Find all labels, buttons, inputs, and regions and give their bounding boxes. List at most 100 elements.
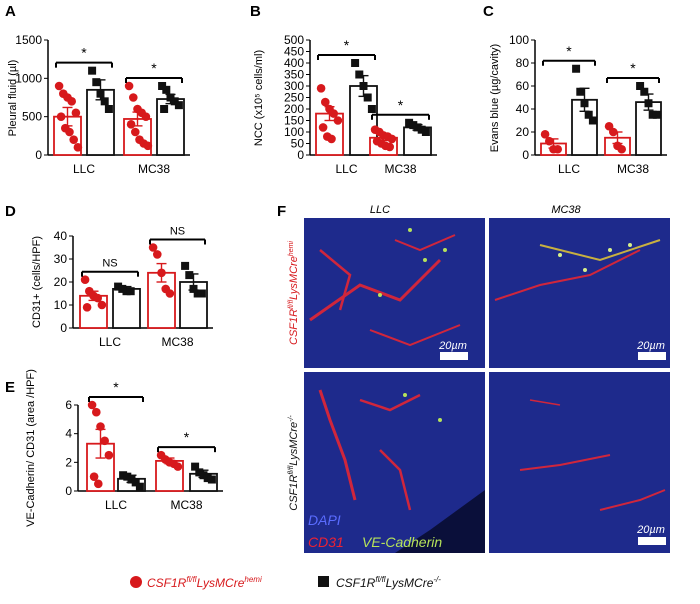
y-axis-label: Pleural fluid (µl) <box>7 60 19 137</box>
data-point <box>160 105 169 113</box>
y-tick-label: 0 <box>60 321 67 335</box>
data-point <box>553 144 562 154</box>
y-tick-label: 2 <box>65 455 72 469</box>
data-point <box>636 82 645 90</box>
data-point <box>73 143 83 152</box>
y-tick-label: 100 <box>509 33 529 47</box>
micro-row2-label: CSF1Rfl/flLysMCre-/- <box>288 415 300 511</box>
y-tick-label: 0 <box>35 148 42 162</box>
y-tick-label: 200 <box>284 102 304 116</box>
chart-d: 0 10 20 30 40 CD31+ (cells/HPF) LLC NS MC38 NS <box>31 226 213 349</box>
data-point <box>189 284 198 293</box>
panel-letter-e: E <box>5 379 15 396</box>
data-point <box>318 123 328 132</box>
legend-marker-ko <box>318 576 329 587</box>
data-point <box>191 462 200 471</box>
legend-marker-hemi <box>130 576 142 588</box>
significance-label: * <box>630 60 636 76</box>
data-point <box>195 468 204 477</box>
y-tick-label: 300 <box>284 79 304 93</box>
panel-letter-b: B <box>250 3 261 20</box>
y-tick-label: 250 <box>284 91 304 105</box>
data-point <box>329 109 339 118</box>
y-tick-label: 50 <box>291 137 305 151</box>
category-label: MC38 <box>384 162 416 176</box>
y-tick-label: 40 <box>54 229 68 243</box>
scale-bar-2: 20µm <box>636 340 666 360</box>
chart-a: 0 500 1000 1500 Pleural fluid (µl) LLC * MC38 * <box>7 33 190 176</box>
data-point <box>387 134 397 144</box>
significance-label: * <box>566 43 572 59</box>
data-point <box>158 82 167 90</box>
category-label: LLC <box>73 162 95 176</box>
data-point <box>131 127 140 137</box>
y-axis-label: NCC (x10⁵ cells/ml) <box>253 50 265 146</box>
significance-label: * <box>344 37 350 53</box>
data-point <box>162 85 171 94</box>
data-point <box>166 93 175 102</box>
data-point <box>580 99 589 108</box>
data-point <box>124 81 134 91</box>
data-point <box>157 268 166 278</box>
data-point <box>143 141 153 151</box>
data-point <box>644 99 653 108</box>
stain-dapi-label: DAPI <box>308 512 341 528</box>
y-tick-label: 30 <box>54 252 68 266</box>
micro-image-mc38-ko <box>489 372 670 553</box>
data-point <box>135 482 144 491</box>
data-point <box>367 105 376 113</box>
micro-image-llc-hemi <box>304 218 485 368</box>
category-label: MC38 <box>161 335 193 349</box>
data-point <box>104 450 114 460</box>
data-point <box>576 87 585 96</box>
data-point <box>174 101 183 110</box>
data-point <box>122 287 131 296</box>
significance-label: NS <box>102 258 117 270</box>
data-point <box>173 462 183 471</box>
data-point <box>170 97 179 106</box>
scale-bar-1: 20µm <box>438 340 468 360</box>
y-tick-label: 350 <box>284 68 304 82</box>
legend: CSF1Rfl/flLysMCrehemi CSF1Rfl/flLysMCre-… <box>130 575 441 590</box>
y-tick-label: 60 <box>516 79 530 93</box>
scale-bar-label: 20µm <box>636 524 665 536</box>
y-axis-label: VE-Cadherin/ CD31 (area /HPF) <box>25 369 37 527</box>
data-point <box>141 112 151 121</box>
data-point <box>118 284 127 293</box>
y-tick-label: 0 <box>522 148 529 162</box>
y-tick-label: 80 <box>516 56 530 70</box>
panel-letter-c: C <box>483 3 494 20</box>
data-point <box>104 105 113 113</box>
stain-cd31-label: CD31 <box>308 534 344 550</box>
data-point <box>648 110 657 119</box>
data-point <box>126 120 136 129</box>
data-point <box>80 275 90 285</box>
data-point <box>421 128 430 136</box>
data-point <box>385 142 395 152</box>
data-point <box>153 250 162 259</box>
y-tick-label: 1000 <box>15 71 42 85</box>
y-tick-label: 20 <box>54 275 68 289</box>
data-point <box>92 407 101 417</box>
y-tick-label: 1500 <box>15 33 42 47</box>
data-point <box>351 59 360 67</box>
data-point <box>96 422 105 431</box>
micro-col-label-llc: LLC <box>370 204 390 216</box>
data-point <box>572 64 581 73</box>
data-point <box>640 87 649 96</box>
category-label: MC38 <box>170 498 202 512</box>
data-point <box>65 127 74 137</box>
significance-label: NS <box>170 226 185 238</box>
data-point <box>609 127 618 137</box>
significance-label: * <box>184 429 190 445</box>
data-point <box>181 261 190 270</box>
panel-letter-f: F <box>277 203 286 220</box>
data-point <box>617 144 626 154</box>
y-tick-label: 500 <box>22 110 42 124</box>
category-label: LLC <box>558 162 580 176</box>
data-point <box>114 282 123 291</box>
data-point <box>92 78 101 87</box>
data-point <box>333 116 343 125</box>
